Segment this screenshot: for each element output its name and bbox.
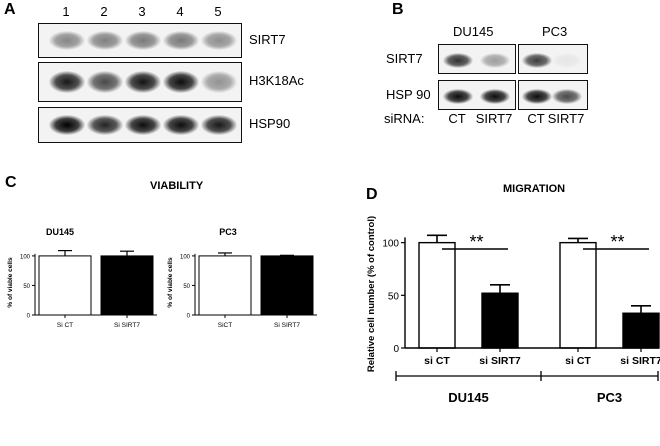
panel-a-blot-sirt7 <box>38 23 242 58</box>
panel-d-title: MIGRATION <box>503 183 566 195</box>
panel-c-x-tick-label: Si SIRT7 <box>114 322 140 329</box>
panel-d-significance-stars: ** <box>469 232 483 252</box>
panel-c-y-tick-label: 50 <box>23 284 30 290</box>
panel-c-y-label: % of viable cells <box>167 257 174 308</box>
panel-a-letter: A <box>4 1 16 18</box>
panel-a-band <box>125 30 161 51</box>
panel-d-x-tick-label: si CT <box>565 355 591 367</box>
panel-c-chart-pc3: PC3 0 50 100 % of viable cells SiCT Si SIRT7 <box>167 227 317 329</box>
panel-a-band <box>201 115 237 135</box>
panel-c-bar <box>260 255 314 316</box>
panel-c-x-tick-label: SiCT <box>218 322 232 329</box>
panel-d-bar <box>622 312 660 349</box>
panel-d-bar <box>481 292 519 349</box>
panel-b-cell-line-du145: DU145 <box>453 24 494 39</box>
panel-c-chart-du145: DU145 0 50 100 % of viable cells Si CT Si SIRT… <box>7 227 157 329</box>
panel-d-group-label: PC3 <box>597 390 622 405</box>
panel-a-lane-number: 3 <box>138 4 146 19</box>
panel-a-band <box>87 30 123 51</box>
panel-d-y-label: Relative cell number (% of control) <box>366 216 377 372</box>
panel-c-bar <box>38 255 92 316</box>
panel-a-band <box>163 71 199 93</box>
panel-a-band <box>87 115 123 135</box>
panel-a-lane-number: 4 <box>176 4 184 19</box>
panel-d-bar <box>559 241 597 349</box>
panel-a-blot-hsp90 <box>38 107 242 143</box>
panel-b-blot <box>438 80 516 110</box>
panel-d-x-tick-label: si CT <box>424 355 450 367</box>
panel-a-band <box>49 115 85 135</box>
panel-d-chart: 0 50 100 Relative cell number (% of control… <box>366 216 660 405</box>
panel-a-blot-h3k18ac <box>38 62 242 102</box>
panel-c-x-tick-label: Si CT <box>57 322 73 329</box>
panel-c-y-label: % of viable cells <box>7 257 14 308</box>
panel-b-row-label: SIRT7 <box>386 51 423 66</box>
panel-a-row-label: SIRT7 <box>249 31 286 47</box>
panel-b-band <box>480 88 510 104</box>
panel-a-row-label: HSP90 <box>249 116 291 131</box>
panel-b-band <box>443 52 473 68</box>
panel-b-row-label: HSP 90 <box>386 87 431 102</box>
panel-b-band <box>480 52 510 68</box>
panel-d-y-tick-label: 0 <box>393 344 399 355</box>
panel-a-band <box>201 71 237 93</box>
panel-b-band <box>522 52 552 68</box>
panel-b-letter: B <box>392 1 404 18</box>
panel-d-letter: D <box>366 186 378 203</box>
panel-d-x-tick-label: si SIRT7 <box>620 355 660 367</box>
panel-c-y-tick-label: 100 <box>180 254 191 260</box>
panel-c-bar <box>198 255 252 316</box>
panel-c-y-tick-label: 0 <box>27 314 31 320</box>
panel-b-sirna-label: siRNA: <box>384 111 425 126</box>
panel-d-bar <box>418 241 456 349</box>
panel-c-chart-title: DU145 <box>46 227 74 237</box>
panel-a-lane-number: 1 <box>62 4 70 19</box>
panel-c-charts: DU145 0 50 100 % of viable cells Si CT Si SIRT… <box>7 227 317 329</box>
panel-b-condition: CT <box>448 111 466 126</box>
panel-d-y-tick-label: 100 <box>382 239 399 250</box>
panel-b-blot <box>518 80 588 110</box>
panel-b-cell-line-pc3: PC3 <box>542 24 568 39</box>
panel-a-band <box>201 30 237 51</box>
panel-a-band <box>49 71 85 93</box>
panel-b-blot <box>518 44 588 74</box>
panel-c-bar <box>100 255 154 316</box>
panel-b-condition: SIRT7 <box>475 111 513 126</box>
panel-b-band <box>522 88 552 104</box>
panel-a-band <box>125 71 161 93</box>
panel-a-band <box>49 30 85 51</box>
panel-a-row-label: H3K18Ac <box>249 73 304 88</box>
panel-a-lane-number: 2 <box>100 4 108 19</box>
panel-c-y-tick-label: 0 <box>187 314 191 320</box>
panel-b-band <box>443 88 473 104</box>
panel-b-band <box>552 88 582 104</box>
panel-b-band <box>552 52 582 68</box>
panel-d-group-label: DU145 <box>448 390 488 405</box>
panel-c-title: VIABILITY <box>150 180 204 192</box>
panel-a-band <box>87 71 123 93</box>
panel-c-chart-title: PC3 <box>219 227 237 237</box>
panel-c-y-tick-label: 100 <box>20 254 31 260</box>
panel-a-band <box>125 115 161 135</box>
panel-c-x-tick-label: Si SIRT7 <box>274 322 300 329</box>
panel-b-condition: CT <box>527 111 545 126</box>
panel-c-y-tick-label: 50 <box>183 284 190 290</box>
panel-a-lane-number: 5 <box>214 4 222 19</box>
panel-a-band <box>163 30 199 51</box>
panel-a-band <box>163 115 199 135</box>
panel-b-condition: SIRT7 <box>547 111 585 126</box>
panel-b-blot <box>438 44 516 74</box>
panel-d-x-tick-label: si SIRT7 <box>479 355 521 367</box>
panel-d-significance-stars: ** <box>610 232 624 252</box>
panel-c-letter: C <box>5 174 17 191</box>
panel-d-y-tick-label: 50 <box>388 291 400 302</box>
